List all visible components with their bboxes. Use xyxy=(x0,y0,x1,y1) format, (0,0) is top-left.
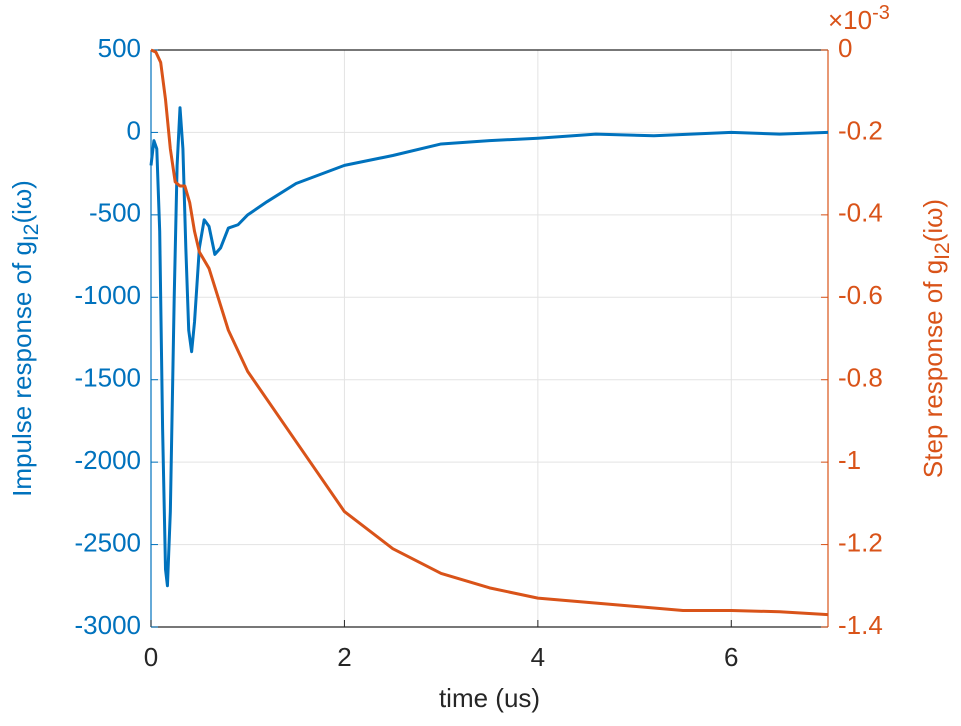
y2-axis-label-text: Step response of g xyxy=(918,260,948,478)
y-tick-label: -500 xyxy=(89,198,141,228)
x-tick-label: 0 xyxy=(144,642,158,672)
y-tick-label: -2500 xyxy=(75,527,142,557)
y2-axis-label: Step response of gI2(iω) xyxy=(918,199,954,478)
y2-tick-label: -1.4 xyxy=(838,610,883,640)
y-axis-label-tail: (iω) xyxy=(7,180,37,223)
y-tick-label: -1500 xyxy=(75,363,142,393)
y2-axis-label-tail: (iω) xyxy=(918,199,948,242)
multiplier-base: ×10 xyxy=(828,5,872,35)
y2-tick-label: 0 xyxy=(838,33,852,63)
y2-tick-label: -0.8 xyxy=(838,363,883,393)
y2-tick-label: -0.6 xyxy=(838,280,883,310)
x-tick-label: 4 xyxy=(531,642,545,672)
y2-tick-label: -1 xyxy=(838,445,861,475)
multiplier-exponent: -3 xyxy=(872,2,890,24)
x-axis-label: time (us) xyxy=(439,683,540,713)
x-tick-label: 2 xyxy=(337,642,351,672)
y-tick-label: -2000 xyxy=(75,445,142,475)
y-tick-label: -3000 xyxy=(75,610,142,640)
series-line xyxy=(149,106,829,588)
y-tick-label: -1000 xyxy=(75,280,142,310)
series-line xyxy=(150,48,829,617)
y-tick-label: 500 xyxy=(98,33,141,63)
y-tick-label: 0 xyxy=(127,115,141,145)
y-axis-label: Impulse response of gI2(iω) xyxy=(7,180,43,497)
x-tick-label: 6 xyxy=(724,642,738,672)
y-axis-label-text: Impulse response of g xyxy=(7,241,37,497)
y2-axis-label-sub: I2 xyxy=(931,242,954,260)
y2-multiplier: ×10-3 xyxy=(828,2,890,35)
y2-tick-label: -1.2 xyxy=(838,527,883,557)
y-axis-label-sub: I2 xyxy=(20,224,43,242)
y2-tick-label: -0.2 xyxy=(838,115,883,145)
y2-tick-label: -0.4 xyxy=(838,198,883,228)
